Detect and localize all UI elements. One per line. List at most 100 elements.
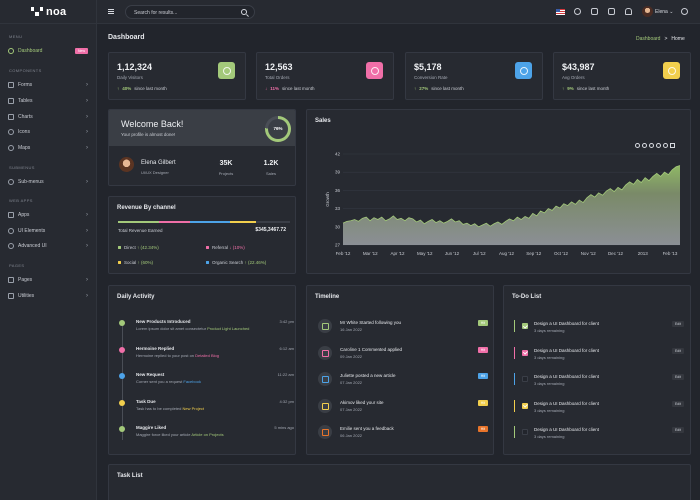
edit-button[interactable]: Edit — [671, 347, 684, 354]
search-input[interactable] — [134, 9, 234, 16]
todo-checkbox[interactable] — [522, 376, 528, 382]
sidebar-item-label: Advanced UI — [18, 243, 47, 249]
activity-link[interactable]: New Project — [182, 405, 205, 411]
bell-icon[interactable] — [625, 8, 632, 15]
timeline-tag: Hit — [477, 426, 488, 432]
welcome-heading: Welcome Back! — [121, 119, 184, 129]
activity-title: New Products Introduced — [136, 319, 191, 324]
stat-label: Total Orders — [265, 75, 290, 80]
activity-title: Hermoine Replied — [136, 345, 175, 351]
activity-link[interactable]: Detailed Blog — [195, 352, 219, 358]
zoom-out-icon[interactable] — [642, 143, 647, 148]
stat-value: 12,563 — [265, 62, 293, 72]
menu-toggle-icon[interactable] — [108, 9, 114, 14]
section-webapps: Web Apps — [9, 198, 33, 203]
y-tick-label: 39 — [335, 170, 341, 175]
activity-link[interactable]: Product Light Launched — [207, 326, 250, 331]
timeline-date: 09 Jan 2022 — [340, 353, 363, 359]
cart-icon[interactable] — [591, 8, 598, 15]
sidebar-item-charts[interactable]: Charts › — [0, 111, 97, 123]
sidebar-item-apps[interactable]: Apps › — [0, 209, 97, 221]
search-icon[interactable] — [241, 9, 247, 15]
arrow-up-icon: ↑ — [137, 260, 140, 265]
arrow-up-icon: ↑ — [414, 86, 417, 91]
y-tick-label: 27 — [335, 243, 341, 248]
breadcrumb-link[interactable]: Dashboard — [636, 36, 661, 42]
sidebar-item-label: Pages — [18, 277, 33, 283]
segment-name: Social — [124, 260, 137, 265]
avatar[interactable] — [642, 6, 653, 17]
zoom-in-icon[interactable] — [635, 143, 640, 148]
todo-subtitle: 3 days remaining — [534, 328, 565, 333]
magnify-icon[interactable] — [649, 143, 654, 148]
user-name[interactable]: Elena ⌄ — [655, 9, 674, 15]
stat-label: Avg Orders — [562, 75, 585, 80]
profile-progress-ring: 76% — [265, 116, 291, 142]
profile-avatar[interactable] — [119, 157, 134, 172]
sidebar-item-maps[interactable]: Maps › — [0, 142, 97, 154]
pan-icon[interactable] — [656, 143, 661, 148]
stat-value: $43,987 — [562, 62, 595, 72]
activity-link[interactable]: Facebook — [183, 379, 201, 384]
todo-checkbox[interactable] — [522, 323, 528, 329]
sidebar-item-advanced-ui[interactable]: Advanced UI › — [0, 240, 97, 252]
chevron-right-icon: › — [86, 82, 88, 88]
home-icon[interactable] — [663, 143, 668, 148]
chart-icon — [8, 114, 14, 120]
bar-organic — [190, 221, 230, 223]
todo-checkbox[interactable] — [522, 402, 528, 409]
gear-icon[interactable] — [681, 8, 688, 15]
arrow-up-icon: ↑ — [244, 260, 247, 265]
fullscreen-icon[interactable] — [608, 8, 615, 15]
sidebar-item-forms[interactable]: Forms › — [0, 79, 97, 91]
utilities-icon — [8, 293, 14, 299]
x-tick-label: Nov '12 — [581, 251, 597, 256]
sidebar-item-ui-elements[interactable]: UI Elements › — [0, 225, 97, 237]
segment-change: (22.46%) — [248, 260, 267, 265]
profile-role: UI/UX Designer — [141, 170, 169, 175]
activity-desc: Hermoine replied to your post on Detaile… — [136, 352, 219, 358]
edit-button[interactable]: Edit — [671, 374, 684, 380]
progress-value: 76% — [273, 126, 283, 131]
timeline-icon — [318, 398, 332, 413]
sidebar-item-dashboard[interactable]: Dashboard New — [0, 45, 97, 57]
activity-link[interactable]: Article on Projects — [191, 432, 224, 437]
ui-elements-icon — [8, 228, 14, 234]
chevron-right-icon: › — [86, 179, 88, 185]
edit-button[interactable]: Edit — [671, 321, 684, 327]
activity-title: Maggire Liked — [136, 425, 167, 430]
edit-button[interactable]: Edit — [671, 427, 684, 433]
sidebar-item-tables[interactable]: Tables › — [0, 95, 97, 107]
theme-toggle-icon[interactable] — [574, 8, 581, 15]
flag-icon[interactable] — [556, 9, 565, 15]
sales-chart: 27 30 33 36 39 42 Growth Feb '12 Mar '12 Apr '12 M… — [325, 152, 681, 256]
activity-time: 6:12 am — [279, 345, 294, 351]
timeline-date: 07 Jan 2022 — [340, 406, 363, 412]
todo-checkbox[interactable] — [522, 349, 528, 356]
arrow-up-icon: ↑ — [137, 245, 140, 250]
timeline-tag: Hit — [477, 399, 488, 406]
sidebar-item-label: Charts — [18, 114, 33, 120]
activity-dot — [119, 320, 125, 326]
menu-icon[interactable] — [670, 143, 675, 148]
sidebar-item-utilities[interactable]: Utilities › — [0, 290, 97, 302]
activity-desc: Lorem ipsum dolor sit amet consectetur P… — [136, 326, 250, 331]
brand-logo[interactable]: noa — [0, 0, 96, 24]
todo-subtitle: 3 days remaining — [534, 381, 565, 386]
timeline-tag: Hit — [477, 373, 488, 379]
stat-label: Conversion Rate — [414, 75, 448, 80]
revenue-segment: Organic Search ↑ (22.46%) — [206, 260, 266, 265]
todo-card: To-Do List Design a UI Dashboard for cli… — [503, 285, 691, 455]
sidebar-item-submenus[interactable]: Sub-menus › — [0, 176, 97, 188]
bar-rest — [255, 221, 290, 223]
timeline-title: Juliette posted a new article — [340, 373, 396, 378]
todo-title: Design a UI Dashboard for client — [534, 347, 600, 353]
x-tick-label: Feb '13 — [663, 251, 678, 256]
edit-button[interactable]: Edit — [671, 400, 684, 407]
timeline-icon — [318, 425, 332, 439]
todo-checkbox[interactable] — [522, 429, 528, 435]
stat-card: 1,12,324 Daily Visitors ↑ 40% since last… — [108, 52, 246, 100]
y-tick-label: 33 — [335, 206, 341, 211]
sidebar-item-pages[interactable]: Pages › — [0, 274, 97, 286]
sidebar-item-icons[interactable]: Icons › — [0, 126, 97, 138]
